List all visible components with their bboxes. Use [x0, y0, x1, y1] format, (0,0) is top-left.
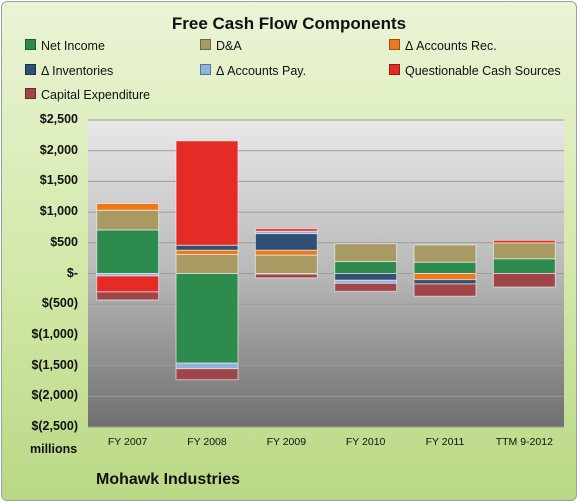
bar-segment-net-income-1 [175, 273, 239, 364]
bar-segment-da-2 [254, 254, 318, 275]
bar-segment-accounts-rec-0 [96, 203, 160, 211]
bars [96, 140, 556, 381]
bar-segment-questionable-5 [492, 239, 556, 244]
legend-item-net-income: Net Income [25, 39, 105, 53]
bar-segment-accounts-rec-2 [254, 249, 318, 256]
legend-swatch-da [200, 39, 211, 50]
bar-segment-net-income-0 [96, 229, 160, 275]
y-tick-label: $1,000 [39, 204, 78, 219]
bar-segment-capex-2 [254, 273, 318, 279]
bar-segment-capex-0 [96, 291, 160, 301]
bar-segment-questionable-2 [254, 228, 318, 232]
legend-swatch-capex [25, 88, 36, 99]
legend-label-accounts-pay: Δ Accounts Pay. [216, 64, 307, 78]
legend-label-inventories: Δ Inventories [41, 64, 114, 78]
bar-segment-accounts-rec-1 [175, 249, 239, 255]
y-tick-label: $1,500 [39, 173, 78, 188]
chart-title: Free Cash Flow Components [171, 14, 407, 33]
legend-swatch-accounts-rec [389, 39, 400, 50]
legend-item-accounts-pay: Δ Accounts Pay. [200, 64, 306, 78]
bar-segment-da-0 [96, 209, 160, 231]
bar-segment-inventories-4 [413, 279, 477, 285]
bar-segment-net-income-4 [413, 261, 477, 274]
bar-segment-questionable-0 [96, 275, 160, 293]
legend-item-inventories: Δ Inventories [25, 64, 113, 78]
legend-label-questionable: Questionable Cash Sources [405, 64, 561, 78]
bar-segment-net-income-3 [334, 261, 398, 275]
x-tick-label: TTM 9-2012 [495, 436, 553, 448]
y-tick-label: $(2,000) [31, 388, 78, 403]
legend-item-da: D&A [200, 39, 242, 53]
x-tick-label: FY 2009 [266, 436, 307, 448]
legend-label-capex: Capital Expenditure [41, 88, 151, 102]
bar-segment-da-5 [492, 242, 556, 260]
legend-label-net-income: Net Income [41, 39, 105, 53]
x-tick-label: FY 2008 [187, 436, 227, 448]
bar-segment-accounts-pay-1 [175, 362, 239, 370]
bar-segment-net-income-5 [492, 258, 556, 275]
legend-swatch-net-income [25, 39, 36, 50]
bar-segment-capex-5 [492, 273, 556, 288]
bar-segment-da-3 [334, 243, 398, 263]
bar-segment-da-1 [175, 253, 239, 275]
bar-segment-inventories-2 [254, 233, 318, 251]
x-tick-label: FY 2007 [107, 436, 148, 448]
bar-segment-capex-1 [175, 368, 239, 381]
legend-item-capex: Capital Expenditure [25, 88, 150, 102]
bar-segment-capex-4 [413, 283, 477, 297]
y-tick-label: $- [66, 265, 78, 280]
bar-segment-da-4 [413, 244, 477, 263]
legend-item-accounts-rec: Δ Accounts Rec. [389, 39, 497, 53]
legend-item-questionable: Questionable Cash Sources [389, 64, 561, 78]
x-tick-label: FY 2011 [425, 436, 465, 448]
bar-segment-questionable-1 [175, 140, 239, 246]
y-tick-label: $(500) [41, 296, 78, 311]
legend-swatch-inventories [25, 64, 36, 75]
legend-label-accounts-rec: Δ Accounts Rec. [405, 39, 497, 53]
x-tick-label: FY 2010 [345, 436, 386, 448]
y-tick-label: $2,500 [39, 112, 78, 126]
legend-swatch-questionable [389, 64, 400, 75]
y-tick-label: $2,000 [39, 142, 78, 157]
bar-segment-accounts-rec-4 [413, 273, 477, 281]
gridlines [88, 119, 564, 428]
y-tick-label: $(1,000) [31, 326, 78, 341]
y-tick-label: $(1,500) [31, 357, 78, 372]
units-label: millions [30, 442, 78, 456]
y-tick-label: $(2,500) [31, 419, 78, 433]
bar-segment-capex-3 [334, 282, 398, 292]
company-name: Mohawk Industries [96, 471, 241, 488]
legend-swatch-accounts-pay [200, 64, 211, 75]
y-tick-label: $500 [50, 234, 78, 249]
legend-label-da: D&A [216, 39, 242, 53]
bar-segment-inventories-1 [175, 244, 239, 251]
bar-segment-inventories-3 [334, 273, 398, 281]
